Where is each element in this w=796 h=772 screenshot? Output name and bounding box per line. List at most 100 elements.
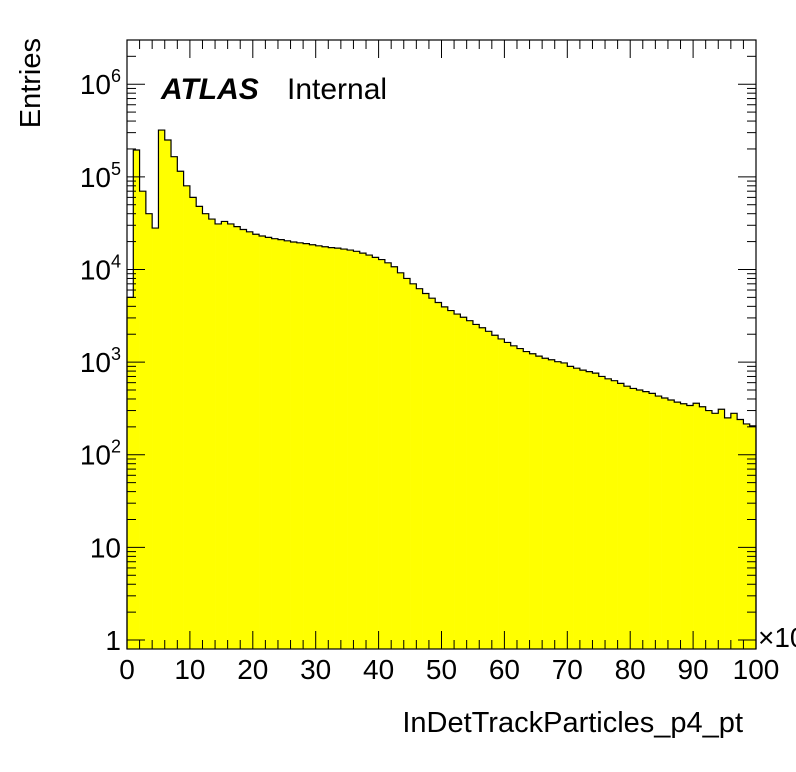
atlas-label: ATLAS bbox=[160, 73, 259, 106]
histogram-bar bbox=[309, 244, 316, 650]
histogram-bar bbox=[183, 185, 191, 649]
histogram-bar bbox=[277, 239, 285, 649]
histogram-bar bbox=[372, 257, 379, 649]
histogram-bar bbox=[171, 156, 178, 649]
histogram-bar bbox=[586, 371, 593, 649]
x-tick-label: 100 bbox=[733, 654, 780, 685]
histogram-bar bbox=[353, 251, 361, 649]
x-axis-title: InDetTrackParticles_p4_pt bbox=[402, 707, 743, 739]
histogram-bar bbox=[567, 366, 574, 649]
histogram-bar bbox=[259, 235, 266, 649]
histogram-bar bbox=[667, 399, 675, 649]
histogram-bar bbox=[485, 331, 493, 649]
histogram-bar bbox=[177, 171, 184, 649]
histogram-bar bbox=[636, 389, 644, 649]
histogram-bar bbox=[680, 403, 688, 649]
y-axis-title: Entries bbox=[15, 38, 47, 128]
x-tick-label: 30 bbox=[300, 654, 331, 685]
histogram-bar bbox=[221, 221, 228, 649]
histogram-bar bbox=[693, 403, 700, 649]
y-tick-label: 103 bbox=[80, 344, 121, 378]
histogram-bar bbox=[479, 327, 486, 649]
histogram-bar bbox=[441, 306, 449, 649]
histogram-bar bbox=[711, 413, 719, 649]
x-tick-label: 90 bbox=[678, 654, 709, 685]
histogram-bar bbox=[215, 223, 222, 649]
histogram-bar bbox=[284, 240, 291, 650]
histogram-bar bbox=[592, 373, 600, 649]
histogram-bar bbox=[265, 237, 272, 649]
histogram-bar bbox=[699, 406, 706, 649]
histogram-bar bbox=[718, 409, 725, 649]
histogram-bar bbox=[391, 266, 398, 649]
y-tick-label: 1 bbox=[105, 625, 121, 656]
histogram-bar bbox=[535, 356, 543, 649]
y-tick-label: 106 bbox=[80, 66, 121, 100]
histogram-bar bbox=[642, 391, 650, 649]
histogram-bar bbox=[523, 351, 530, 649]
histogram-bar bbox=[661, 397, 669, 649]
y-tick-labels: 1 10 102 103 104 105 106 bbox=[80, 66, 121, 656]
histogram-bar bbox=[240, 229, 247, 649]
internal-label: Internal bbox=[287, 73, 387, 106]
histogram-bar bbox=[227, 223, 235, 649]
histogram-bar bbox=[328, 247, 335, 649]
histogram-bar bbox=[321, 246, 329, 649]
histogram-bar bbox=[510, 345, 518, 649]
histogram-bar bbox=[271, 238, 279, 649]
histogram-bar bbox=[208, 219, 216, 649]
histogram-bar bbox=[686, 405, 694, 649]
histogram-bar bbox=[246, 231, 254, 650]
histogram-bar bbox=[516, 348, 524, 649]
y-tick-label: 102 bbox=[80, 437, 121, 471]
histogram-bar bbox=[554, 361, 562, 649]
histogram-bar bbox=[472, 324, 480, 649]
histogram-bar bbox=[611, 380, 618, 649]
histogram-bar bbox=[164, 139, 172, 649]
histogram-bar bbox=[384, 262, 392, 649]
histogram-bar bbox=[378, 259, 386, 649]
histogram-bar bbox=[334, 248, 342, 649]
histogram-bar bbox=[724, 417, 732, 649]
y-tick-label: 104 bbox=[80, 251, 121, 285]
histogram-bar bbox=[315, 245, 323, 649]
histogram-bar bbox=[290, 241, 298, 649]
histogram-bar bbox=[630, 388, 637, 649]
histogram-bar bbox=[498, 338, 505, 649]
histogram-bar bbox=[623, 386, 631, 649]
histogram-bar bbox=[561, 362, 568, 649]
x-tick-label: 50 bbox=[426, 654, 457, 685]
histogram-bar bbox=[617, 383, 625, 649]
histogram-bar bbox=[158, 130, 166, 650]
histogram-bar bbox=[466, 320, 474, 649]
histogram-bar bbox=[410, 283, 417, 649]
histogram-bar bbox=[491, 335, 499, 649]
histogram-bar bbox=[730, 413, 738, 649]
histogram-bar bbox=[189, 197, 197, 649]
histogram-bar bbox=[573, 368, 581, 649]
x-tick-label: 80 bbox=[615, 654, 646, 685]
histogram-bar bbox=[705, 410, 713, 649]
histogram-bar bbox=[303, 243, 310, 649]
x-tick-label: 70 bbox=[552, 654, 583, 685]
histogram-bar bbox=[737, 419, 744, 649]
y-tick-label: 10 bbox=[90, 532, 121, 563]
x-tick-label: 40 bbox=[363, 654, 394, 685]
histogram-bar bbox=[133, 149, 140, 649]
histogram-bar bbox=[649, 393, 656, 649]
histogram-bars bbox=[126, 129, 757, 650]
histogram-bar bbox=[347, 250, 354, 649]
histogram-bar bbox=[435, 302, 442, 649]
histogram-bar bbox=[397, 272, 405, 649]
histogram-bar bbox=[366, 255, 373, 649]
histogram-bar bbox=[139, 191, 147, 649]
histogram-bar bbox=[447, 310, 455, 649]
histogram-bar bbox=[749, 425, 757, 649]
x-tick-label: 10 bbox=[174, 654, 205, 685]
histogram-bar bbox=[605, 378, 612, 649]
histogram-bar bbox=[460, 317, 467, 649]
histogram-bar bbox=[152, 228, 159, 649]
histogram-bar bbox=[233, 226, 241, 649]
axis-ticks bbox=[126, 39, 757, 649]
